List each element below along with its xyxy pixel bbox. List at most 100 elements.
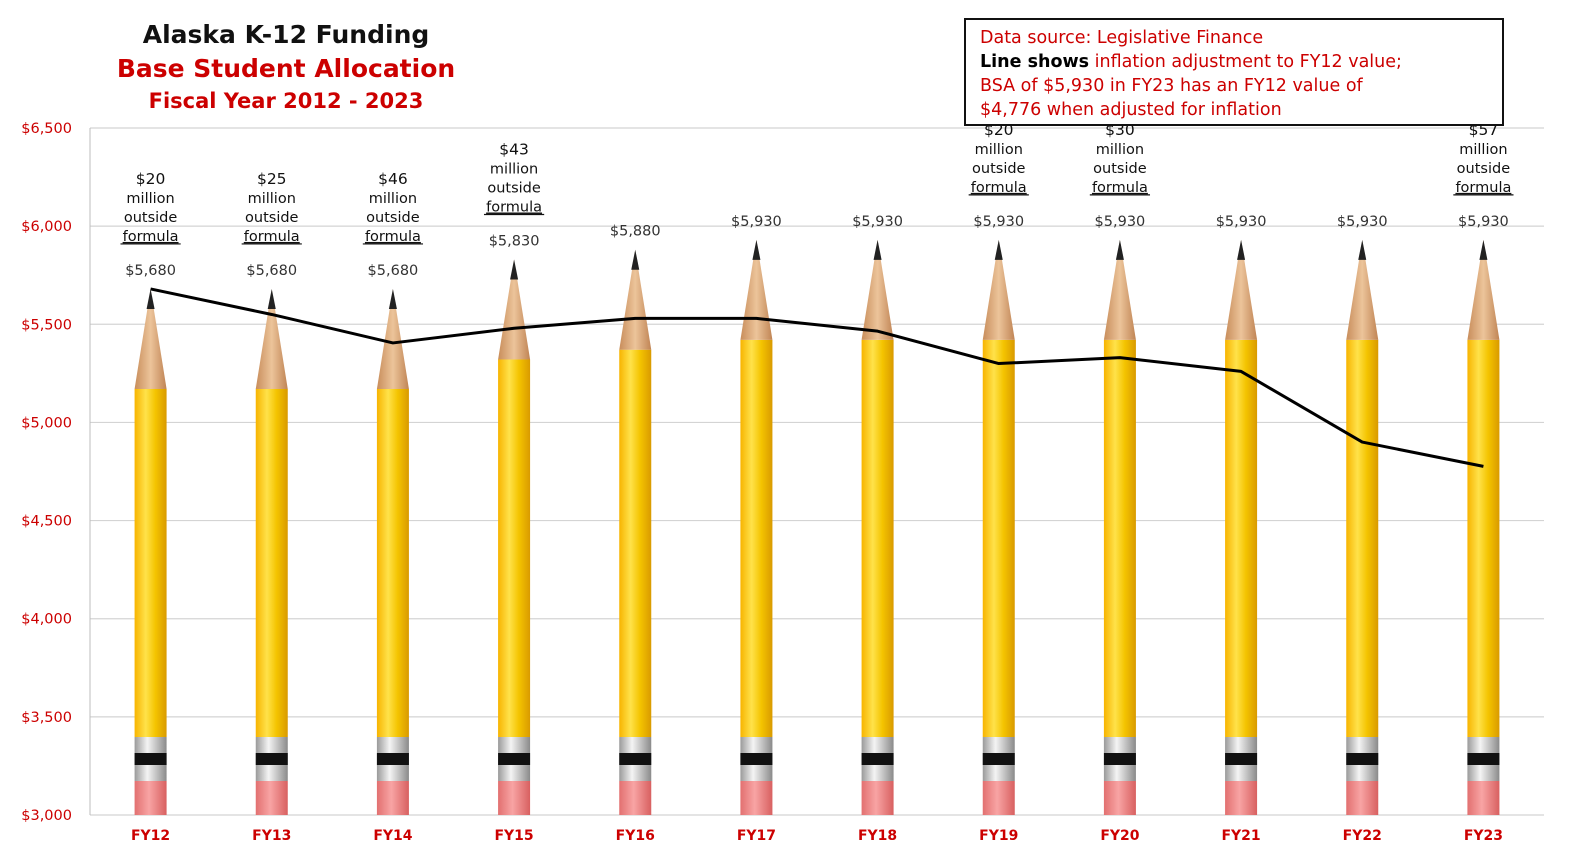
x-axis: FY12 FY13 FY14 FY15 FY16 FY17 FY18 FY19 FY20 FY21… [131,828,1503,844]
ferrule-band [255,753,288,765]
pencil-bar [861,239,894,815]
pencil-eraser [376,781,409,815]
x-tick-label: FY15 [494,828,533,844]
pencil-body [861,339,894,737]
ferrule-band [982,753,1015,765]
value-label: $5,830 [489,234,540,250]
pencil-eraser [498,781,531,815]
pencil-body [255,388,288,737]
pencil-bar [134,288,167,815]
x-tick-label: FY19 [979,828,1018,844]
ferrule-band [1225,753,1258,765]
ferrule-band [1346,753,1379,765]
funding-note-formula: formula [123,229,179,245]
ferrule-band [1467,753,1500,765]
pencil-tip [752,239,761,260]
x-tick-label: FY13 [252,828,291,844]
pencil-body [1225,339,1258,737]
value-label: $5,930 [852,214,903,230]
pencil-eraser [982,781,1015,815]
note-line-3: BSA of $5,930 in FY23 has an FY12 value … [980,76,1363,96]
funding-note-text: million [248,191,296,207]
pencil-eraser [619,781,652,815]
chart-subtitle: Base Student Allocation [116,54,456,83]
x-tick-label: FY22 [1343,828,1382,844]
funding-amount: $25 [257,170,287,188]
pencil-wood [498,259,531,360]
y-tick-label: $5,000 [21,415,72,431]
funding-note-formula: formula [365,229,421,245]
note-line-2-rest: inflation adjustment to FY12 value; [1089,52,1402,72]
value-label: $5,930 [1458,214,1509,230]
pencil-tip [994,239,1003,260]
funding-note-text: million [1096,142,1144,158]
inflation-line [150,287,1484,468]
pencil-body [619,349,652,737]
pencil-tip [631,249,640,270]
pencil-tip [1358,239,1367,260]
y-tick-label: $6,500 [21,121,72,137]
pencil-wood [861,239,894,340]
inflation-line-path [150,287,1484,468]
funding-note-formula: formula [1092,180,1148,196]
pencil-body [1346,339,1379,737]
pencil-bar [1467,239,1500,815]
pencil-wood [255,288,288,389]
pencil-body [982,339,1015,737]
x-tick-label: FY16 [616,828,655,844]
pencil-body [376,388,409,737]
funding-note-text: million [369,191,417,207]
note-line-2-bold: Line shows [980,52,1090,72]
ferrule-band [861,753,894,765]
data-source-note: Data source: Legislative Finance Line sh… [964,18,1504,126]
pencil-bar [255,288,288,815]
note-line-1: Data source: Legislative Finance [980,28,1264,48]
y-tick-label: $5,500 [21,317,72,333]
funding-note-formula: formula [971,180,1027,196]
funding-note-text: million [1459,142,1507,158]
x-tick-label: FY23 [1464,828,1503,844]
y-tick-label: $6,000 [21,219,72,235]
note-line-2: Line shows inflation adjustment to FY12 … [980,50,1488,74]
pencil-bar [1225,239,1258,815]
y-tick-label: $4,000 [21,612,72,628]
gridlines [90,127,1544,816]
pencil-wood [1346,239,1379,340]
pencil-tip [873,239,882,260]
funding-note-text: outside [972,161,1026,177]
pencil-tip [510,259,519,280]
pencil-wood [619,249,652,350]
funding-note-text: outside [1093,161,1147,177]
pencil-wood [1103,239,1136,340]
x-tick-label: FY20 [1100,828,1139,844]
ferrule-band [740,753,773,765]
pencil-bar [376,288,409,815]
pencil-bar [1103,239,1136,815]
funding-amount: $20 [136,170,166,188]
funding-note-formula: formula [244,229,300,245]
chart-subtitle-years: Fiscal Year 2012 - 2023 [148,89,424,113]
pencil-tip [267,288,276,309]
pencil-bar [982,239,1015,815]
funding-amount: $46 [378,170,408,188]
pencil-body [1103,339,1136,737]
pencil-body [498,359,531,737]
pencil-eraser [861,781,894,815]
ferrule-band [376,753,409,765]
funding-note-text: million [490,162,538,178]
y-axis: $3,000 $3,500 $4,000 $4,500 $5,000 $5,500 $6,0… [21,121,91,824]
pencil-tip [388,288,397,309]
funding-amount: $43 [499,141,529,159]
pencil-wood [740,239,773,340]
funding-note-text: outside [1457,161,1511,177]
funding-note-text: outside [366,210,420,226]
pencil-eraser [1103,781,1136,815]
funding-note: $25 million outside formula [241,170,302,245]
funding-note-text: million [975,142,1023,158]
pencil-body [740,339,773,737]
pencil-body [1467,339,1500,737]
